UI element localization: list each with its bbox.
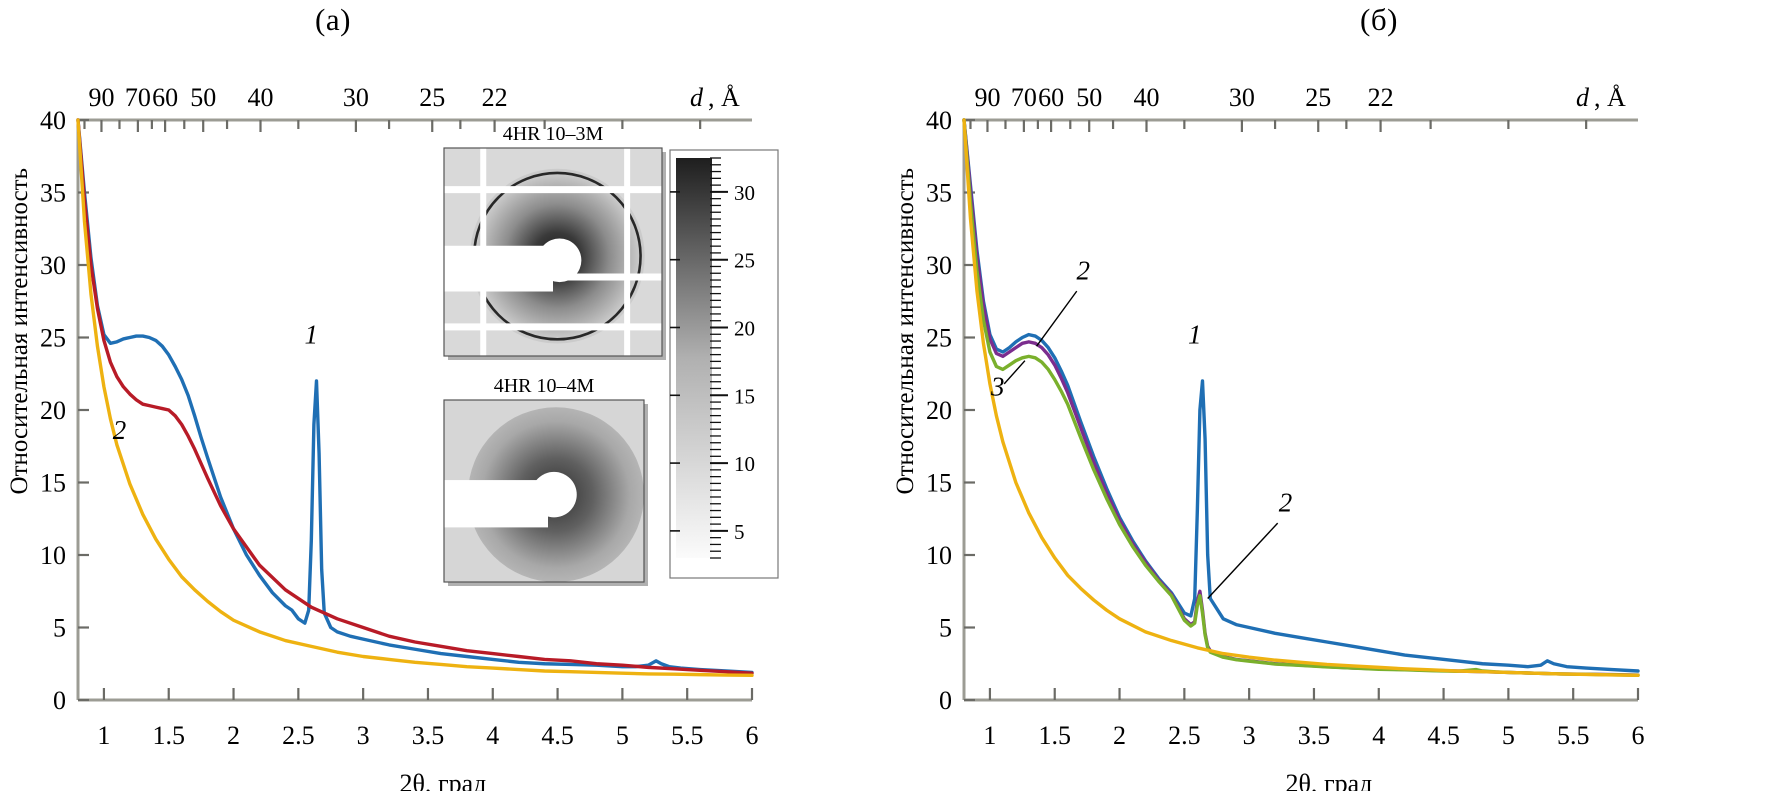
y-tick-label: 40 [40, 106, 66, 135]
x-tick-label: 4.5 [1427, 721, 1460, 750]
x-tick-label: 2.5 [282, 721, 315, 750]
panel-b-plot: 0 5 10 15 20 25 30 35 40 1 1.5 2 2.5 3 3.5 4 4.5 5 5.5 6 2θ,… [926, 83, 1645, 791]
x-tick-label: 1 [97, 721, 110, 750]
colorbar-tick-label: 15 [734, 384, 755, 408]
curve-3 [962, 118, 1640, 677]
d-tick-label: 60 [1038, 83, 1064, 112]
x-tick-label: 4 [486, 721, 499, 750]
panel-a: (a) Относительная интенсивность 0 5 10 15 20… [6, 2, 779, 791]
y-tick-label: 25 [926, 324, 952, 353]
inset-colorbar: 30 25 20 15 10 5 [669, 149, 779, 579]
x-tick-label: 3 [357, 721, 370, 750]
d-tick-label: 40 [247, 83, 273, 112]
d-tick-label: 22 [1368, 83, 1394, 112]
d-tick-label: 60 [152, 83, 178, 112]
x-tick-label: 5.5 [671, 721, 704, 750]
curve-2 [76, 118, 754, 675]
leader-line-3 [1003, 360, 1026, 385]
curve-label-1: 1 [305, 319, 319, 349]
colorbar-tick-label: 5 [734, 520, 745, 544]
x-tick-label: 4.5 [541, 721, 574, 750]
panel-b: (б) Относительная интенсивность 0 5 10 15 20… [886, 0, 1772, 791]
colorbar-tick-label: 10 [734, 452, 755, 476]
y-tick-label: 35 [40, 179, 66, 208]
inset-image-bottom [443, 399, 648, 586]
d-tick-label: 25 [419, 83, 445, 112]
y-tick-label: 20 [40, 396, 66, 425]
x-tick-label: 3.5 [412, 721, 445, 750]
x-tick-label: 4 [1372, 721, 1385, 750]
inset-top-caption: 4HR 10–3M [503, 123, 604, 145]
x-tick-label: 1 [983, 721, 996, 750]
d-tick-label: 50 [1076, 83, 1102, 112]
x-tick-label: 3 [1243, 721, 1256, 750]
d-axis-title-unit: , Å [1594, 83, 1626, 112]
x-tick-label: 6 [746, 721, 759, 750]
curve-label-2-top: 2 [1076, 256, 1090, 286]
curve-label-3: 3 [990, 372, 1005, 402]
x-tick-label: 3.5 [1298, 721, 1331, 750]
curve-label-1: 1 [1188, 319, 1202, 349]
x-tick-label: 5 [616, 721, 629, 750]
d-tick-label: 90 [88, 83, 114, 112]
y-tick-label: 30 [40, 251, 66, 280]
x-tick-label: 6 [1632, 721, 1645, 750]
inset-image-top [443, 147, 666, 360]
y-tick-label: 20 [926, 396, 952, 425]
d-axis-title-symbol: d [690, 83, 704, 112]
y-tick-label: 30 [926, 251, 952, 280]
x-tick-label: 5 [1502, 721, 1515, 750]
y-tick-label: 5 [939, 614, 952, 643]
curve-4 [962, 118, 1640, 678]
d-tick-label: 30 [343, 83, 369, 112]
d-tick-label: 70 [1011, 83, 1037, 112]
y-tick-label: 10 [926, 541, 952, 570]
leader-line-2-bottom [1207, 522, 1279, 599]
leader-line-2-top [1036, 290, 1078, 347]
d-tick-label: 22 [482, 83, 508, 112]
x-tick-label: 2 [1113, 721, 1126, 750]
x-tick-label: 2.5 [1168, 721, 1201, 750]
d-axis-title: d, Å [690, 83, 740, 112]
y-tick-label: 5 [53, 614, 66, 643]
y-tick-label: 10 [40, 541, 66, 570]
curve-3 [76, 118, 754, 678]
y-tick-label: 0 [53, 686, 66, 715]
inset-bottom-caption: 4HR 10–4M [494, 375, 595, 397]
panel-a-letter: (a) [315, 2, 351, 37]
colorbar-tick-label: 30 [734, 181, 755, 205]
x-axis-title: 2θ, град [1286, 769, 1373, 791]
x-tick-label: 2 [227, 721, 240, 750]
d-tick-label: 70 [125, 83, 151, 112]
curve-label-2: 2 [113, 415, 127, 445]
d-tick-label: 40 [1133, 83, 1159, 112]
x-tick-label: 5.5 [1557, 721, 1590, 750]
curve-label-2-bottom: 2 [1279, 488, 1293, 518]
d-tick-label: 25 [1305, 83, 1331, 112]
y-tick-label: 25 [40, 324, 66, 353]
d-tick-label: 30 [1229, 83, 1255, 112]
x-axis-title: 2θ, град [400, 769, 487, 791]
panel-b-letter: (б) [1360, 2, 1398, 37]
d-tick-label: 50 [190, 83, 216, 112]
x-tick-label: 1.5 [1038, 721, 1071, 750]
d-axis-title-symbol: d [1576, 83, 1590, 112]
d-axis-title: d, Å [1576, 83, 1626, 112]
d-tick-label: 90 [974, 83, 1000, 112]
y-tick-label: 15 [40, 469, 66, 498]
colorbar-tick-label: 25 [734, 249, 755, 273]
d-axis-title-unit: , Å [708, 83, 740, 112]
y-tick-label: 0 [939, 686, 952, 715]
y-tick-label: 35 [926, 179, 952, 208]
x-tick-label: 1.5 [152, 721, 185, 750]
y-tick-label: 15 [926, 469, 952, 498]
y-tick-label: 40 [926, 106, 952, 135]
colorbar-tick-label: 20 [734, 316, 755, 340]
curve-1 [962, 118, 1640, 673]
